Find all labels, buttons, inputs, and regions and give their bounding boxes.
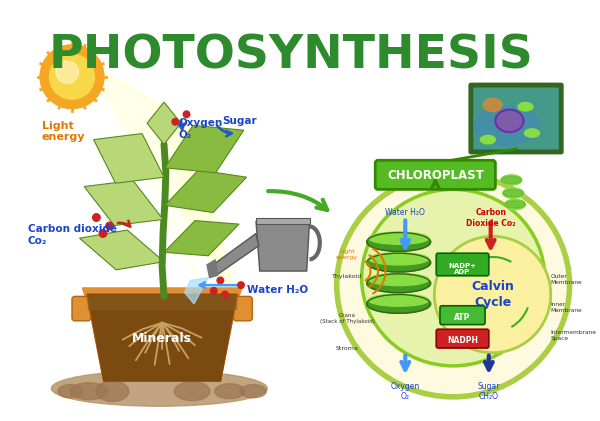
Polygon shape <box>256 218 310 224</box>
Text: Water H₂O: Water H₂O <box>385 208 425 217</box>
Text: Outer
Membrane: Outer Membrane <box>551 274 583 285</box>
FancyBboxPatch shape <box>375 160 496 189</box>
Ellipse shape <box>481 136 496 144</box>
Text: Stroma: Stroma <box>335 346 358 351</box>
Ellipse shape <box>505 201 526 208</box>
Text: CHLOROPLAST: CHLOROPLAST <box>387 169 484 182</box>
Ellipse shape <box>215 384 245 399</box>
Circle shape <box>40 45 104 109</box>
Polygon shape <box>98 69 239 304</box>
Polygon shape <box>256 221 310 271</box>
FancyBboxPatch shape <box>472 86 560 151</box>
Ellipse shape <box>496 109 524 132</box>
Ellipse shape <box>368 273 429 285</box>
Text: Grana
(Stack of Thylakoid): Grana (Stack of Thylakoid) <box>320 313 374 324</box>
Text: Intermembrane
Space: Intermembrane Space <box>551 330 597 341</box>
Ellipse shape <box>483 99 502 112</box>
Polygon shape <box>165 170 247 213</box>
Text: Sugar: Sugar <box>222 116 257 126</box>
Polygon shape <box>82 288 242 301</box>
FancyBboxPatch shape <box>233 296 252 321</box>
Text: Calvin
Cycle: Calvin Cycle <box>471 280 514 309</box>
Circle shape <box>211 288 217 294</box>
Ellipse shape <box>368 294 429 306</box>
FancyBboxPatch shape <box>72 296 91 321</box>
Polygon shape <box>165 125 244 173</box>
Text: NADP+
ADP: NADP+ ADP <box>449 263 476 275</box>
Polygon shape <box>94 133 164 183</box>
Circle shape <box>172 118 179 125</box>
Ellipse shape <box>474 106 539 145</box>
Polygon shape <box>206 259 218 279</box>
Ellipse shape <box>175 382 210 401</box>
Ellipse shape <box>368 232 429 244</box>
Ellipse shape <box>70 383 107 400</box>
Ellipse shape <box>367 253 431 272</box>
Ellipse shape <box>367 295 431 313</box>
Circle shape <box>183 111 190 117</box>
Polygon shape <box>84 181 163 226</box>
Ellipse shape <box>503 188 524 198</box>
Polygon shape <box>185 277 208 304</box>
Polygon shape <box>164 221 239 256</box>
Ellipse shape <box>505 199 526 210</box>
Ellipse shape <box>503 189 524 197</box>
Ellipse shape <box>52 370 267 406</box>
Ellipse shape <box>337 173 569 397</box>
Text: Carbon
Dioxide Co₂: Carbon Dioxide Co₂ <box>466 208 515 228</box>
Circle shape <box>217 277 224 284</box>
Ellipse shape <box>367 274 431 293</box>
Ellipse shape <box>58 385 82 398</box>
Text: ATP: ATP <box>454 313 471 322</box>
Polygon shape <box>88 295 236 309</box>
Text: Inner
Membrane: Inner Membrane <box>551 302 583 313</box>
Circle shape <box>49 54 95 99</box>
Ellipse shape <box>524 129 539 137</box>
Ellipse shape <box>96 381 129 402</box>
Ellipse shape <box>367 232 431 251</box>
Circle shape <box>99 230 107 237</box>
Text: Oxygen
O₂: Oxygen O₂ <box>178 118 223 140</box>
Circle shape <box>434 236 551 353</box>
Ellipse shape <box>501 175 521 185</box>
Circle shape <box>106 222 113 230</box>
FancyBboxPatch shape <box>469 83 563 154</box>
Polygon shape <box>88 295 236 381</box>
Text: Minerals: Minerals <box>132 332 192 345</box>
Circle shape <box>222 291 229 298</box>
Text: Carbon dioxide
Co₂: Carbon dioxide Co₂ <box>28 224 117 246</box>
Text: NADPH: NADPH <box>447 336 478 345</box>
Ellipse shape <box>518 103 533 111</box>
FancyBboxPatch shape <box>440 306 485 325</box>
FancyBboxPatch shape <box>436 329 489 348</box>
Circle shape <box>56 61 79 83</box>
Ellipse shape <box>368 253 429 265</box>
Polygon shape <box>211 234 259 276</box>
Ellipse shape <box>501 176 521 184</box>
Polygon shape <box>87 295 237 381</box>
Ellipse shape <box>240 385 266 398</box>
Polygon shape <box>147 102 181 144</box>
Text: Thylakoid: Thylakoid <box>332 274 362 279</box>
Circle shape <box>92 214 100 221</box>
Circle shape <box>238 282 244 288</box>
Polygon shape <box>98 72 202 295</box>
Polygon shape <box>80 230 164 270</box>
Text: Oxygen
O₂: Oxygen O₂ <box>391 382 420 401</box>
FancyBboxPatch shape <box>436 253 489 276</box>
Text: Sugar
CH₂O: Sugar CH₂O <box>478 382 500 401</box>
Text: Light
energy: Light energy <box>336 250 358 260</box>
Text: Water H₂O: Water H₂O <box>247 285 308 295</box>
Text: Light
energy: Light energy <box>42 121 85 142</box>
Text: PHOTOSYNTHESIS: PHOTOSYNTHESIS <box>48 34 533 79</box>
Ellipse shape <box>362 189 545 366</box>
